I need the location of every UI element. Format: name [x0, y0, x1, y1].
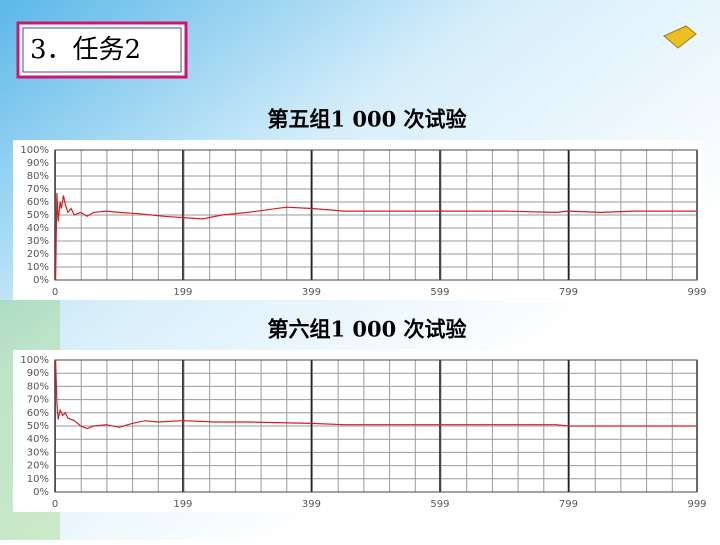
y-tick-label: 60% — [27, 408, 49, 419]
y-tick-label: 40% — [27, 434, 49, 445]
data-line — [55, 359, 697, 430]
y-tick-label: 20% — [27, 249, 49, 260]
y-tick-label: 80% — [27, 171, 49, 182]
y-tick-label: 60% — [27, 197, 49, 208]
y-tick-label: 50% — [27, 421, 49, 432]
x-tick-label: 0 — [52, 499, 58, 510]
x-tick-label: 799 — [559, 499, 578, 510]
y-tick-label: 100% — [20, 145, 49, 156]
chart-title: 第五组1 000 次试验 — [267, 107, 466, 132]
y-tick-label: 90% — [27, 158, 49, 169]
x-tick-label: 599 — [430, 499, 449, 510]
slide-title: 3．任务2 — [30, 35, 141, 65]
x-tick-label: 399 — [302, 287, 321, 298]
logo-icon — [663, 25, 697, 49]
y-tick-label: 0% — [33, 275, 49, 286]
y-tick-label: 0% — [33, 487, 49, 498]
y-tick-label: 20% — [27, 461, 49, 472]
x-tick-label: 799 — [559, 287, 578, 298]
y-tick-label: 80% — [27, 381, 49, 392]
y-tick-label: 40% — [27, 223, 49, 234]
x-tick-label: 199 — [173, 287, 192, 298]
x-tick-label: 0 — [52, 287, 58, 298]
y-tick-label: 30% — [27, 236, 49, 247]
y-tick-label: 70% — [27, 395, 49, 406]
chart-title: 第六组1 000 次试验 — [267, 317, 466, 342]
y-tick-label: 100% — [20, 355, 49, 366]
y-tick-label: 90% — [27, 368, 49, 379]
title-box-inner — [22, 27, 182, 73]
y-tick-label: 30% — [27, 447, 49, 458]
plot-frame — [54, 149, 698, 281]
data-line — [55, 192, 697, 281]
x-tick-label: 399 — [302, 499, 321, 510]
y-tick-label: 10% — [27, 474, 49, 485]
x-tick-label: 599 — [430, 287, 449, 298]
x-tick-label: 999 — [687, 287, 706, 298]
y-tick-label: 70% — [27, 184, 49, 195]
y-tick-label: 50% — [27, 210, 49, 221]
x-tick-label: 199 — [173, 499, 192, 510]
title-box — [16, 21, 188, 79]
y-tick-label: 10% — [27, 262, 49, 273]
x-tick-label: 999 — [687, 499, 706, 510]
